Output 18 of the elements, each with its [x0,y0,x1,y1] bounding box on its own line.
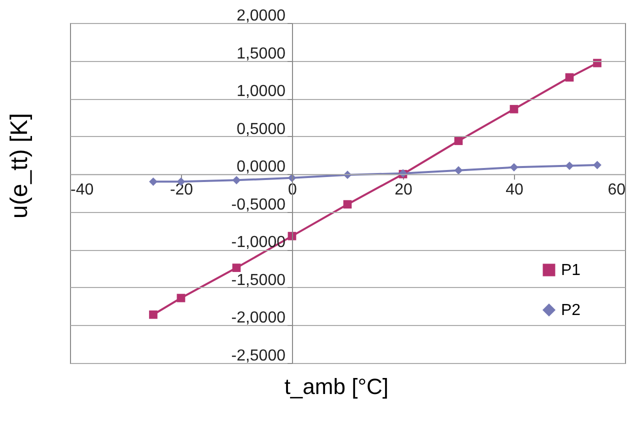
x-tick-label: -20 [170,182,194,199]
y-tick-label: -2,5000 [231,348,286,364]
y-tick-label: 1,0000 [236,83,286,100]
y-tick-label: 1,5000 [236,45,286,62]
x-tick-label: 60 [608,182,626,199]
x-tick-label: -40 [70,182,94,199]
y-tick-label: -1,5000 [231,272,286,289]
x-tick-label: 40 [506,182,524,199]
x-tick-label: 20 [394,182,412,199]
legend-label: P1 [561,262,581,279]
y-axis-title: u(e_tt) [K] [6,113,33,218]
legend-label: P2 [561,302,581,319]
y-tick-label: -0,5000 [231,196,286,214]
x-axis-title: t_amb [°C] [284,374,388,399]
y-tick-label: 2,0000 [236,8,286,24]
y-tick-label: 0,5000 [236,120,286,138]
y-tick-label: 0,0000 [236,158,286,176]
y-tick-label: -2,0000 [231,310,286,327]
